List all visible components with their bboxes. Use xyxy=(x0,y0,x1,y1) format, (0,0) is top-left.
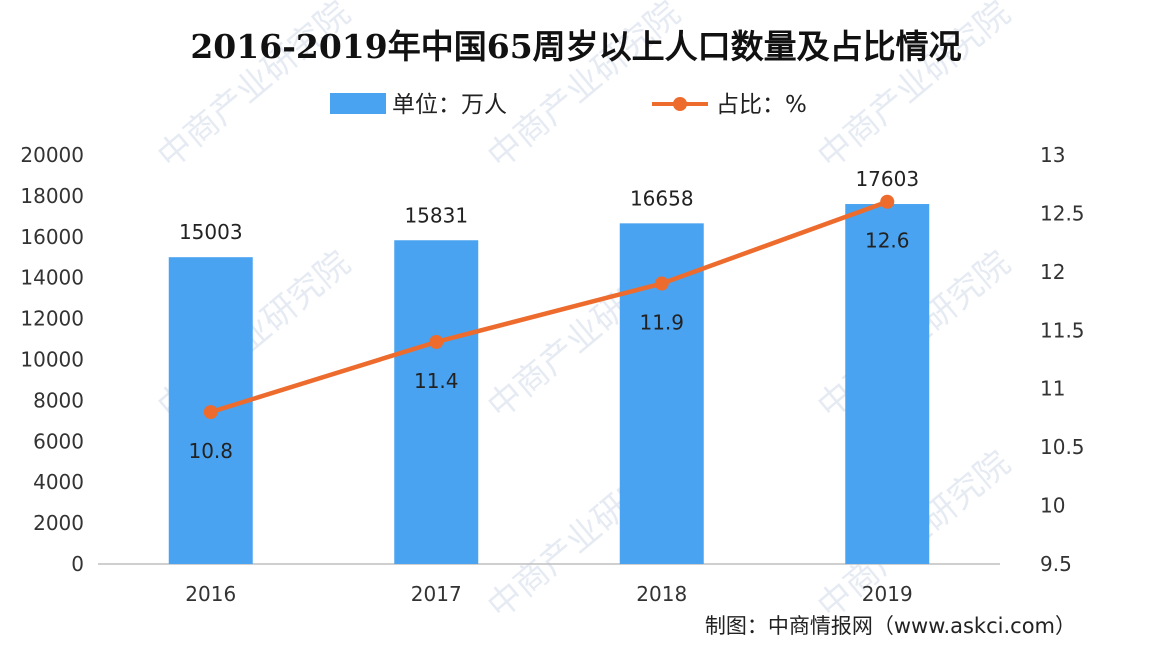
y-right-tick-label: 11 xyxy=(1040,377,1065,401)
y-left-tick-label: 14000 xyxy=(20,266,84,290)
bar-value-label: 15831 xyxy=(404,203,468,227)
y-left-tick-label: 12000 xyxy=(20,307,84,331)
legend-line-label: 占比：% xyxy=(716,92,807,118)
legend-bar-swatch xyxy=(330,93,386,114)
bar-value-label: 17603 xyxy=(855,167,919,191)
y-right-tick-label: 11.5 xyxy=(1040,318,1085,342)
y-left-tick-label: 2000 xyxy=(33,511,84,535)
y-left-tick-label: 20000 xyxy=(20,143,84,167)
y-left-tick-label: 18000 xyxy=(20,184,84,208)
y-right-tick-label: 13 xyxy=(1040,143,1065,167)
y-left-tick-label: 10000 xyxy=(20,348,84,372)
legend-bar-label: 单位：万人 xyxy=(392,92,507,118)
line-point xyxy=(654,276,669,291)
line-value-label: 11.9 xyxy=(639,311,684,335)
bar xyxy=(845,204,930,564)
x-tick-label: 2018 xyxy=(636,582,687,606)
right-axis: 9.5 10 10.5 11 11.5 12 12.5 13 xyxy=(1040,143,1085,576)
chart-title: 2016-2019年中国65周岁以上人口数量及占比情况 xyxy=(190,27,961,66)
bar-value-label: 16658 xyxy=(630,186,694,210)
x-axis: 2016 2017 2018 2019 xyxy=(185,582,912,606)
legend: 单位：万人 占比：% xyxy=(330,92,807,118)
y-right-tick-label: 9.5 xyxy=(1040,552,1072,576)
line-value-label: 10.8 xyxy=(188,439,233,463)
y-left-tick-label: 16000 xyxy=(20,225,84,249)
x-tick-label: 2019 xyxy=(862,582,913,606)
y-left-tick-label: 6000 xyxy=(33,429,84,453)
line-point xyxy=(203,405,218,420)
y-left-tick-label: 4000 xyxy=(33,470,84,494)
y-right-tick-label: 10 xyxy=(1040,494,1065,518)
y-right-tick-label: 10.5 xyxy=(1040,435,1085,459)
x-tick-label: 2016 xyxy=(185,582,236,606)
source-note: 制图：中商情报网（www.askci.com） xyxy=(705,614,1076,638)
left-axis: 0 2000 4000 6000 8000 10000 12000 14000 16000 180… xyxy=(20,143,84,576)
bar xyxy=(394,240,479,564)
legend-line-marker xyxy=(673,97,687,111)
y-left-tick-label: 8000 xyxy=(33,388,84,412)
y-right-tick-label: 12.5 xyxy=(1040,201,1085,225)
line-value-label: 12.6 xyxy=(865,229,910,253)
line-point xyxy=(880,194,895,209)
line-value-label: 11.4 xyxy=(414,369,459,393)
y-left-tick-label: 0 xyxy=(71,552,84,576)
bar-value-label: 15003 xyxy=(179,220,243,244)
line-point xyxy=(429,334,444,349)
x-tick-label: 2017 xyxy=(411,582,462,606)
y-right-tick-label: 12 xyxy=(1040,260,1065,284)
bar-series: 15003 15831 16658 17603 xyxy=(168,167,930,564)
line-series: 10.8 11.4 11.9 12.6 xyxy=(188,194,910,463)
line-path xyxy=(210,199,889,415)
